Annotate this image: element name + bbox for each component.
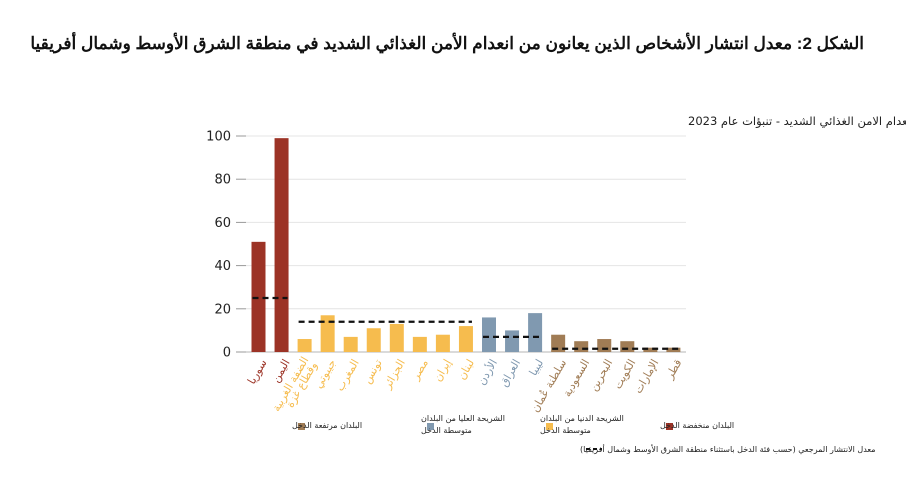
legend-swatch <box>427 423 434 430</box>
bar <box>574 341 589 352</box>
figure-title: الشكل 2: معدل انتشار الأشخاص الذين يعانو… <box>30 34 864 53</box>
x-tick-label: لبنان <box>455 357 477 382</box>
legend: البلدان منخفضة الدخل الشريحة الدنيا من ال… <box>292 414 876 454</box>
bar <box>435 334 450 352</box>
x-tick-label-line: لبنان <box>455 357 477 382</box>
gridlines <box>246 135 686 353</box>
legend-swatch <box>546 423 553 430</box>
x-tick-label-line: المغرب <box>333 357 362 393</box>
bar <box>528 313 543 352</box>
x-tick-label: مصر <box>408 357 431 383</box>
legend-label: متوسطة الدخل <box>421 426 472 435</box>
legend-label: البلدان منخفضة الدخل <box>660 421 734 430</box>
bar <box>620 341 635 352</box>
legend-swatch <box>666 423 673 430</box>
x-tick-label: الجزائر <box>380 357 408 392</box>
bars <box>251 138 681 352</box>
bar <box>482 317 496 352</box>
x-tick-label-line: تونس <box>361 357 385 386</box>
y-tick-label: 60 <box>214 216 231 231</box>
x-tick-label-line: مصر <box>408 357 431 383</box>
bar <box>320 315 335 352</box>
x-tick-label-line: العراق <box>497 357 523 389</box>
x-tick-label: ليبيا <box>527 357 547 378</box>
y-axis-ticks: 0 20 40 60 80 100 <box>206 130 246 361</box>
reference-lines <box>252 296 680 350</box>
bar <box>389 323 404 352</box>
x-tick-label-line: قطر <box>663 357 685 382</box>
legend-label: متوسطة الدخل <box>540 426 591 435</box>
x-tick-label: تونس <box>361 357 385 386</box>
x-tick-label-line: الجزائر <box>380 357 408 392</box>
y-tick-label: 100 <box>206 130 231 145</box>
legend-swatch <box>298 423 305 430</box>
bar <box>274 138 289 352</box>
legend-label: الشريحة العليا من البلدان <box>421 414 505 423</box>
x-tick-label-line: ليبيا <box>527 357 547 378</box>
y-tick-label: 0 <box>223 346 231 361</box>
x-tick-label: العراق <box>497 357 523 389</box>
legend-label: البلدان مرتفعة الدخل <box>292 421 362 430</box>
legend-label: الشريحة الدنيا من البلدان <box>540 414 624 423</box>
x-tick-label-line: سوريا <box>245 357 270 387</box>
x-tick-label: قطر <box>663 357 685 382</box>
legend-reference-label: معدل الانتشار المرجعي (حسب فئة الدخل باس… <box>580 444 876 454</box>
bar <box>458 326 473 352</box>
chart-subtitle: معدل انتشار انعدام الامن الغذائي الشديد … <box>688 114 906 129</box>
y-tick-label: 20 <box>214 302 231 317</box>
x-tick-label: البحرين <box>587 357 615 393</box>
y-tick-label: 40 <box>214 259 231 274</box>
x-tick-label: المغرب <box>333 357 362 393</box>
bar <box>412 336 427 352</box>
x-tick-label: إيران <box>431 357 454 384</box>
x-tick-label-line: البحرين <box>587 357 615 393</box>
y-tick-label: 80 <box>214 173 231 188</box>
x-tick-label: سوريا <box>245 357 270 387</box>
bar <box>597 339 612 352</box>
bar <box>343 336 358 352</box>
x-tick-label-line: إيران <box>431 357 454 384</box>
bar <box>366 328 381 352</box>
bar <box>643 347 658 352</box>
bar <box>505 330 520 352</box>
bar <box>297 339 312 352</box>
